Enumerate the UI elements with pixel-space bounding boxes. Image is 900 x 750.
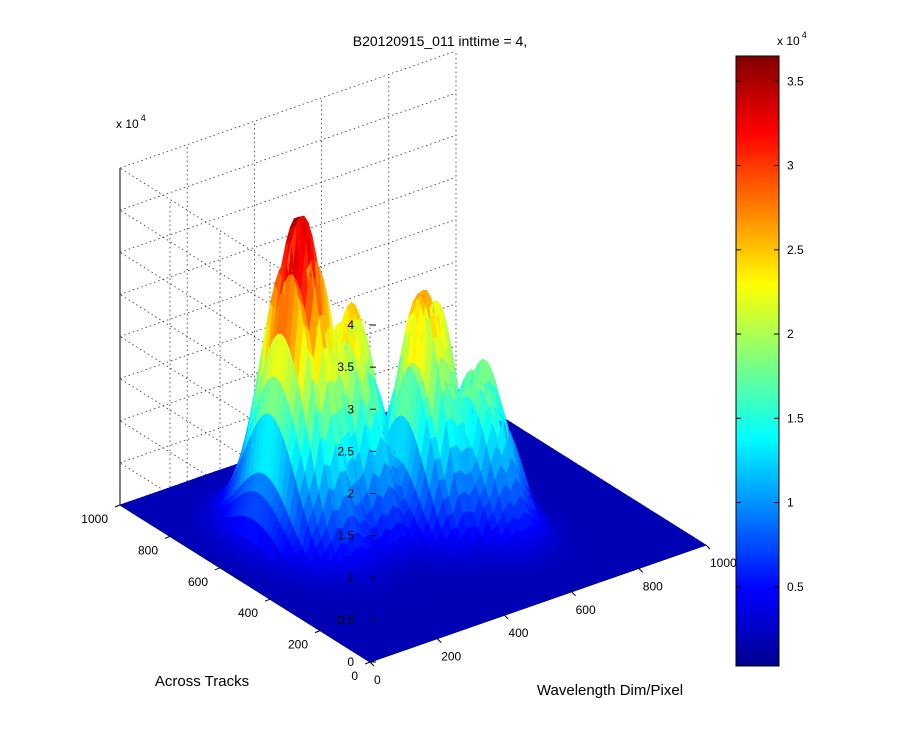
grid-line <box>119 303 457 422</box>
colorbar-tick-label: 1.5 <box>787 411 804 425</box>
x-tick-mark <box>705 544 711 550</box>
chart-title: B20120915_011 inttime = 4, <box>353 33 528 49</box>
y-tick-mark <box>214 567 221 571</box>
z-tick-label: 0 <box>347 655 354 669</box>
y-tick-label: 600 <box>188 575 208 589</box>
grid-line <box>119 261 457 380</box>
y-tick-label: 200 <box>288 638 308 652</box>
colorbar-tick-label: 3 <box>787 159 794 173</box>
plot-box: 0 0.5 1 1.5 2 2.5 3 3.5 4 0 200 400 600 800 1000 0 200… <box>81 50 737 699</box>
x-tick-label: 200 <box>441 650 461 664</box>
z-multiplier: x 10 4 <box>116 113 146 131</box>
y-tick-mark <box>364 661 371 665</box>
x-tick-label: 400 <box>508 626 528 640</box>
y-tick-mark <box>114 504 121 508</box>
y-tick-label: 0 <box>351 669 358 683</box>
x-tick-mark <box>571 591 576 597</box>
z-tick-label: 4 <box>347 318 354 332</box>
grid-line <box>119 134 457 253</box>
y-tick-mark <box>314 630 321 634</box>
y-tick-mark <box>164 535 171 539</box>
x-tick-label: 0 <box>374 673 381 687</box>
colorbar-fill <box>735 55 780 667</box>
y-tick-mark <box>264 598 271 602</box>
colorbar-tick-label: 1 <box>787 496 794 510</box>
colorbar-tick-label: 3.5 <box>787 74 804 88</box>
x-tick-label: 600 <box>576 603 596 617</box>
grid-line <box>119 167 371 326</box>
z-tick-label: 2.5 <box>337 444 354 458</box>
colorbar-tick-label: 2 <box>787 327 794 341</box>
y-tick-label: 1000 <box>81 512 108 526</box>
grid-line <box>119 219 457 337</box>
z-tick-label: 0.5 <box>337 613 354 627</box>
x-tick-mark <box>369 661 375 667</box>
colorbar-tick-label: 0.5 <box>787 580 804 594</box>
z-tick-label: 1.5 <box>337 529 354 543</box>
grid-line <box>119 176 457 295</box>
z-tick-label: 3.5 <box>337 360 354 374</box>
x-tick-mark <box>504 614 509 620</box>
y-axis-label: Across Tracks <box>155 673 249 690</box>
grid-line <box>119 345 457 464</box>
y-tick-label: 800 <box>138 543 158 557</box>
grid-line <box>119 92 457 211</box>
z-tick-label: 3 <box>347 402 354 416</box>
colorbar-multiplier: x 10 4 <box>777 30 807 48</box>
colorbar: 0.5 1 1.5 2 2.5 3 3.5 x 10 4 <box>735 30 807 667</box>
surface <box>119 215 707 663</box>
y-tick-label: 400 <box>238 606 258 620</box>
x-tick-label: 800 <box>643 579 663 593</box>
x-tick-label: 1000 <box>710 556 737 570</box>
x-tick-mark <box>638 568 644 573</box>
z-tick-label: 1 <box>347 571 354 585</box>
x-tick-mark <box>436 638 442 643</box>
grid-line <box>119 50 457 169</box>
colorbar-tick-label: 2.5 <box>787 243 804 257</box>
z-tick-label: 2 <box>347 487 354 501</box>
x-axis-label: Wavelength Dim/Pixel <box>537 682 683 699</box>
